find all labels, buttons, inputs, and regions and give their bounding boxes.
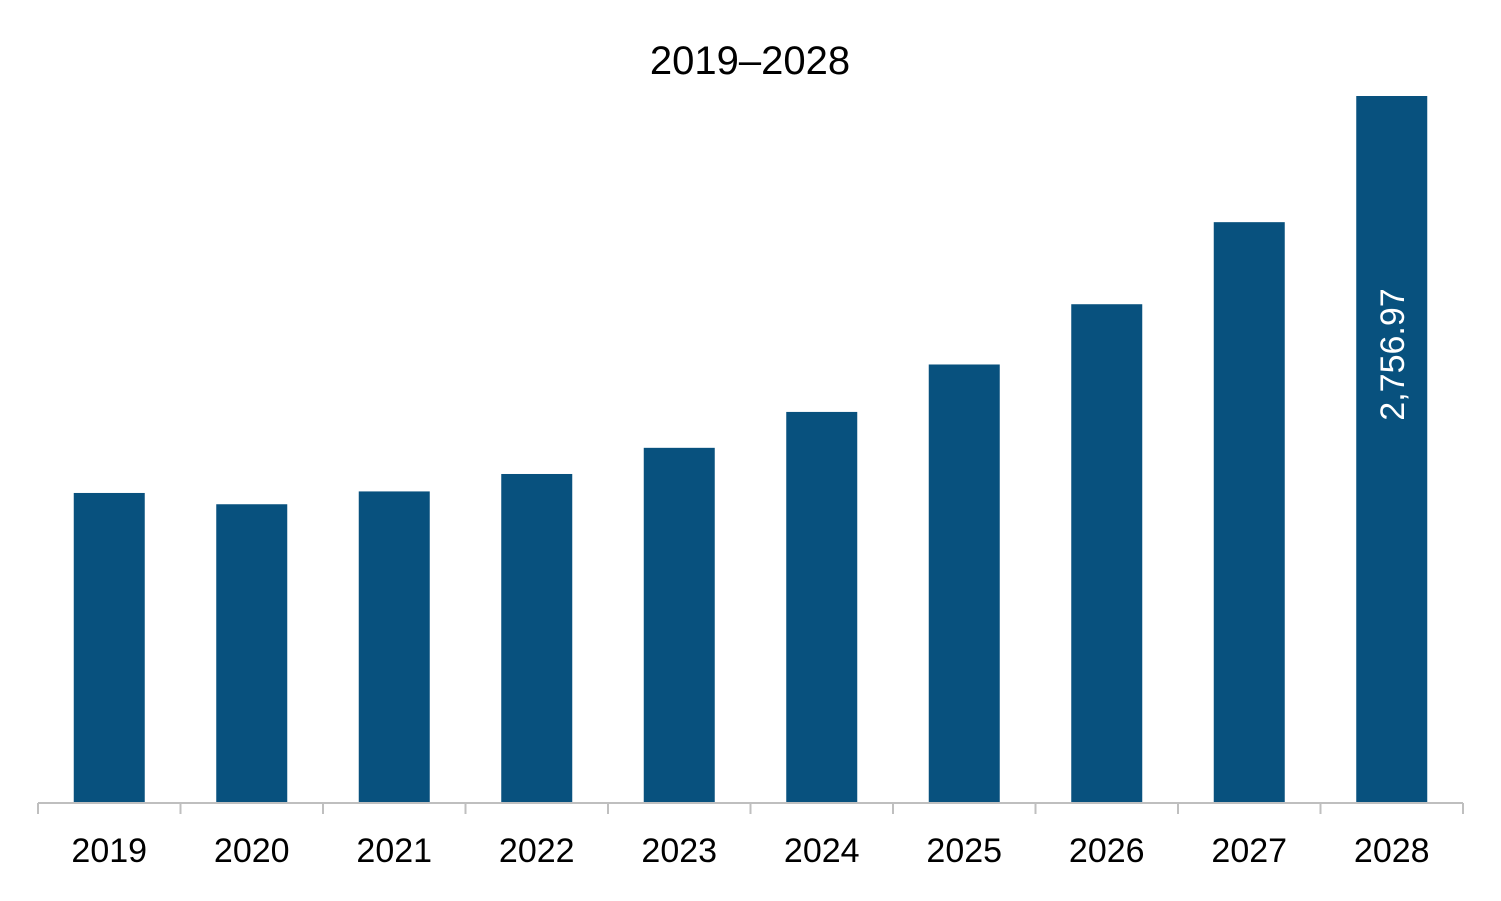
chart-title: 2019–2028 (650, 39, 850, 83)
bar-2026 (1071, 304, 1143, 803)
x-axis-tick-labels: 2019 2020 2021 2022 2023 2024 2025 2026 2027 2028 (71, 832, 1429, 870)
bar-2024 (786, 411, 858, 803)
bar-2027 (1213, 222, 1285, 803)
x-tick-label-2024: 2024 (784, 832, 860, 870)
x-tick-label-2023: 2023 (641, 832, 717, 870)
bar-2028 (1356, 96, 1428, 803)
x-tick-label-2022: 2022 (499, 832, 575, 870)
bar-2020 (216, 504, 288, 803)
bar-2022 (501, 473, 573, 803)
x-tick-label-2025: 2025 (926, 832, 1002, 870)
bar-2019 (73, 492, 145, 803)
x-tick-label-2026: 2026 (1069, 832, 1145, 870)
x-tick-label-2028: 2028 (1354, 832, 1430, 870)
x-axis-ticks (37, 803, 1464, 814)
data-label-2028: 2,756.97 (1374, 288, 1412, 420)
x-tick-label-2020: 2020 (214, 832, 290, 870)
bar-2023 (643, 447, 715, 803)
bar-2025 (928, 364, 1000, 803)
x-tick-label-2021: 2021 (356, 832, 432, 870)
x-tick-label-2027: 2027 (1211, 832, 1287, 870)
bars-layer (73, 96, 1428, 803)
bar-2021 (358, 491, 430, 803)
data-labels-layer: 2,756.97 (1374, 288, 1412, 420)
x-tick-label-2019: 2019 (71, 832, 147, 870)
